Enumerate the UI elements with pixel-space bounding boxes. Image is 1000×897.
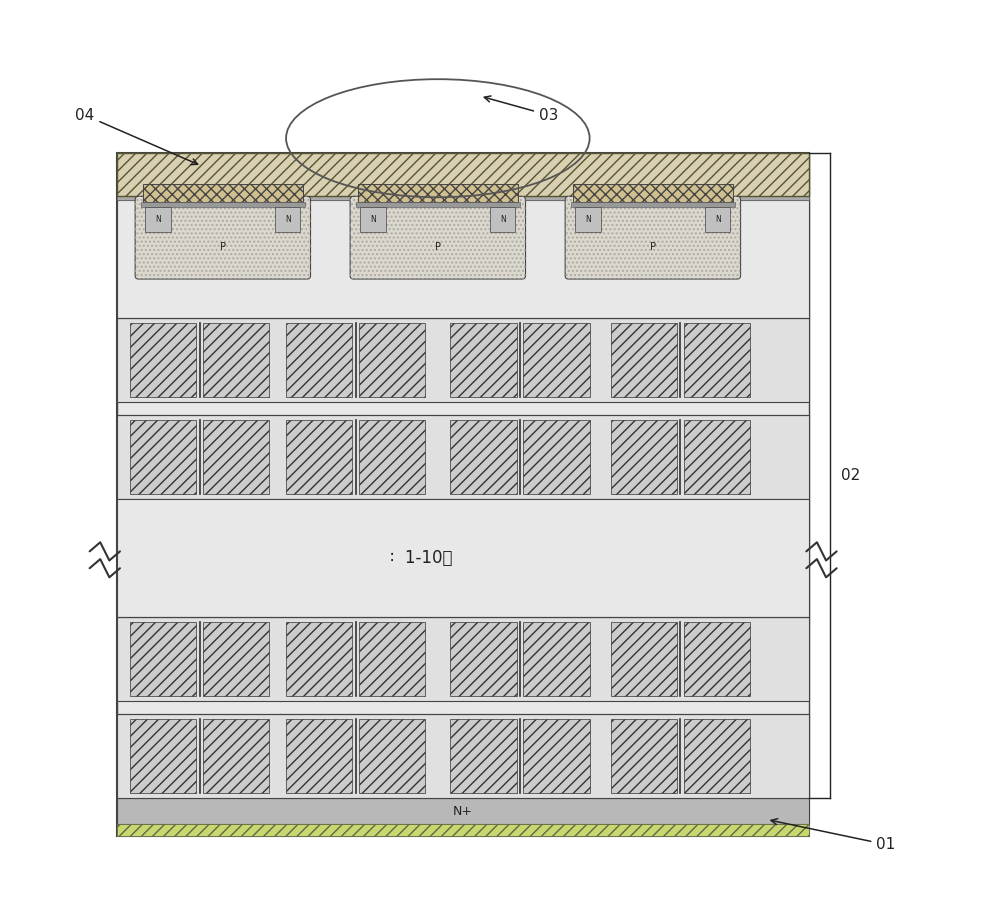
Bar (117, 318, 809, 402)
Bar (450, 719, 517, 793)
Text: N: N (285, 214, 291, 223)
Text: 04: 04 (75, 108, 198, 165)
Bar (611, 420, 677, 494)
Text: N: N (155, 214, 161, 223)
Bar (358, 184, 518, 203)
Text: N: N (455, 249, 472, 268)
Bar (117, 798, 809, 823)
Bar (359, 420, 425, 494)
Bar (705, 206, 730, 231)
Bar (523, 719, 590, 793)
Bar (117, 200, 809, 318)
Bar (286, 719, 352, 793)
Bar (117, 499, 809, 617)
Bar (571, 203, 735, 206)
Bar (130, 323, 196, 397)
Text: N: N (585, 214, 591, 223)
Bar (117, 153, 809, 836)
Bar (684, 623, 750, 696)
Bar (359, 323, 425, 397)
Bar (203, 623, 269, 696)
Bar (117, 193, 809, 200)
Bar (523, 323, 590, 397)
Text: 03: 03 (484, 96, 558, 123)
Bar (490, 206, 515, 231)
Bar (275, 206, 300, 231)
Bar (203, 323, 269, 397)
FancyBboxPatch shape (565, 196, 741, 279)
Text: P: P (220, 242, 226, 252)
Text: 02: 02 (841, 468, 861, 483)
Text: P: P (650, 242, 656, 252)
Bar (286, 623, 352, 696)
FancyBboxPatch shape (350, 196, 526, 279)
Bar (523, 420, 590, 494)
Bar (143, 184, 303, 203)
Bar (145, 206, 171, 231)
Bar (117, 414, 809, 499)
Bar (611, 323, 677, 397)
Bar (130, 623, 196, 696)
Text: P: P (435, 242, 441, 252)
Bar (130, 719, 196, 793)
Text: N: N (500, 214, 506, 223)
Bar (611, 623, 677, 696)
Bar (286, 420, 352, 494)
Text: 01: 01 (771, 819, 896, 852)
Bar (573, 184, 733, 203)
Bar (450, 623, 517, 696)
Bar (130, 420, 196, 494)
Bar (356, 203, 520, 206)
Text: ∶  1-10层: ∶ 1-10层 (390, 549, 452, 567)
Bar (684, 420, 750, 494)
Bar (523, 623, 590, 696)
Bar (117, 617, 809, 701)
Bar (117, 714, 809, 798)
Bar (684, 719, 750, 793)
Bar (117, 823, 809, 836)
Bar (684, 323, 750, 397)
Bar (450, 420, 517, 494)
Bar (359, 623, 425, 696)
Bar (141, 203, 305, 206)
Bar (117, 153, 809, 196)
Bar (203, 719, 269, 793)
Bar (117, 153, 809, 798)
Bar (359, 719, 425, 793)
FancyBboxPatch shape (135, 196, 311, 279)
Bar (575, 206, 601, 231)
Text: N: N (715, 214, 721, 223)
Bar (450, 323, 517, 397)
Text: N+: N+ (453, 805, 473, 817)
Bar (360, 206, 386, 231)
Bar (203, 420, 269, 494)
Bar (611, 719, 677, 793)
Text: N: N (370, 214, 376, 223)
Bar (286, 323, 352, 397)
